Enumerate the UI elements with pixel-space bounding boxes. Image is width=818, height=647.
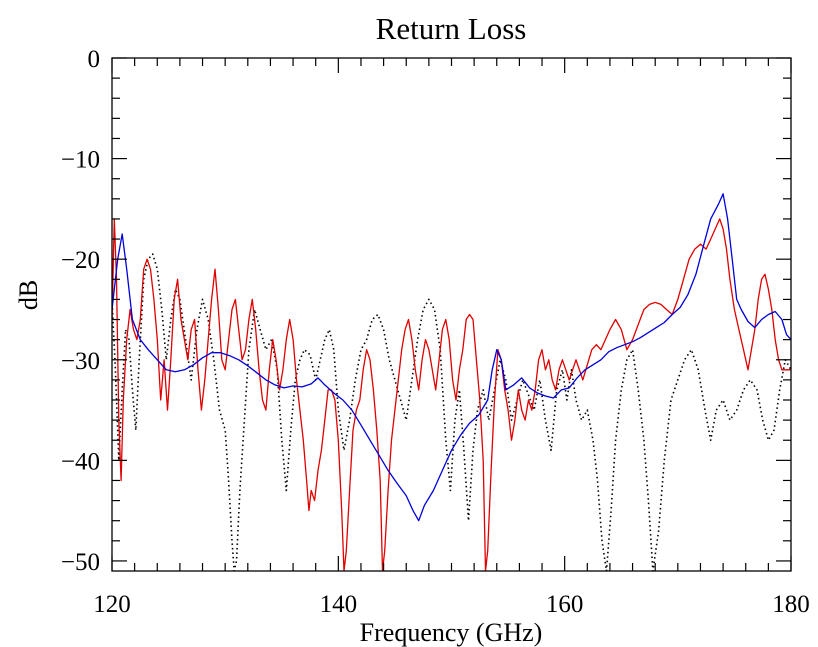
series-line-1	[112, 253, 791, 571]
series-line-3	[112, 193, 791, 522]
series-layer	[112, 193, 791, 571]
y-tick-label: −30	[61, 348, 100, 375]
y-axis-title: dB	[14, 280, 43, 310]
y-tick-label: −40	[61, 448, 100, 475]
y-tick-label: −20	[61, 247, 100, 274]
chart-title: Return Loss	[376, 11, 527, 46]
x-tick-label: 120	[93, 591, 131, 618]
plot-frame	[111, 57, 792, 572]
y-tick-label: 0	[88, 46, 101, 73]
x-tick-label: 160	[546, 591, 584, 618]
tick-layer	[111, 57, 792, 571]
x-tick-label: 140	[320, 591, 358, 618]
y-tick-label: −10	[61, 147, 100, 174]
x-tick-label: 180	[772, 591, 810, 618]
x-axis-title: Frequency (GHz)	[360, 618, 543, 647]
series-line-2	[112, 218, 791, 571]
y-tick-label: −50	[61, 549, 100, 576]
tick-label-layer: 120 140 160 180 0 −10 −20 −30 −40 −50	[61, 46, 810, 618]
